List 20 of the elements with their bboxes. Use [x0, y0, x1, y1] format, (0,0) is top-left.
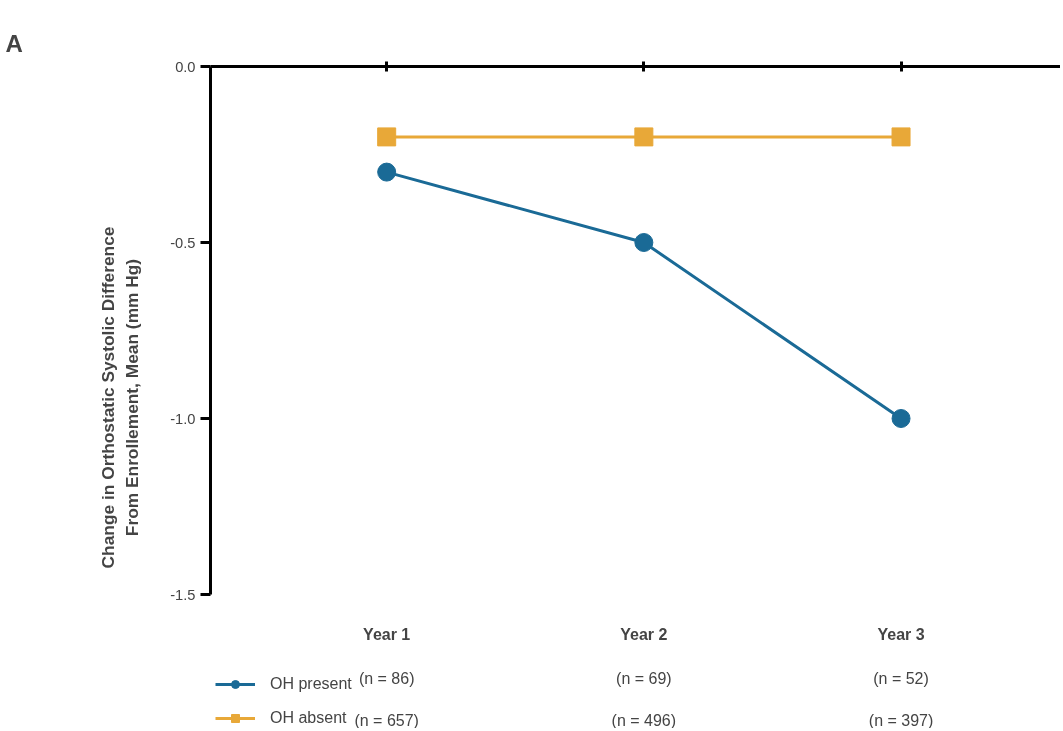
y-tick-label: -1.5: [170, 586, 196, 603]
y-tick-label: -1.0: [170, 410, 196, 427]
point: [891, 409, 911, 428]
x-tick-label: Year 2: [620, 626, 668, 643]
text: (n = 69): [616, 670, 672, 687]
x-tick-label: Year 3: [877, 626, 925, 643]
text: (n = 86): [358, 670, 415, 687]
point: [377, 127, 397, 147]
y-tick-label: 0.0: [175, 58, 196, 75]
y-axis-title: Change in Orthostatic Systolic Difference From Enrollement, Mean (mm Hg): [98, 226, 143, 569]
text: A: [5, 29, 23, 57]
y-tick-label: -0.5: [170, 234, 196, 251]
point: [634, 233, 654, 252]
legend-label: OH present: [270, 675, 352, 693]
point: [634, 127, 654, 147]
x-tick-label: Year 1: [363, 626, 411, 643]
text: (n = 52): [873, 670, 929, 687]
point: [891, 127, 911, 147]
legend-label: OH absent: [270, 709, 347, 727]
point: [377, 162, 397, 182]
